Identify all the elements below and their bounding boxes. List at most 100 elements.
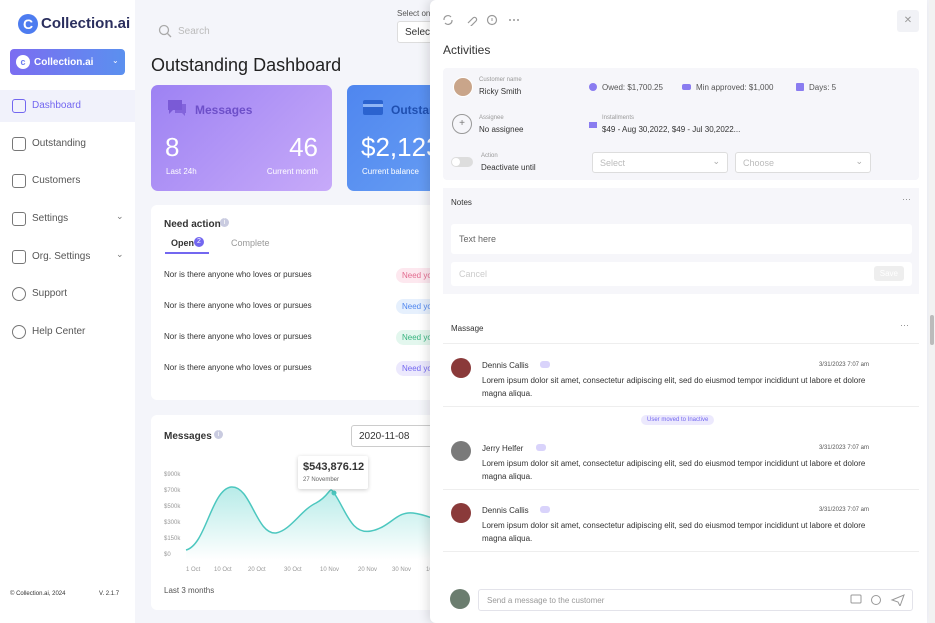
row-text: Nor is there anyone who loves or pursues [164, 301, 312, 310]
messages-chart-card: Messages i 2020-11-08 $543,876.12 27 Nov… [151, 415, 451, 610]
assignee: No assignee [479, 125, 524, 134]
nav-label: Settings [32, 213, 69, 224]
point [331, 490, 337, 496]
nav-item[interactable]: Settings ⌄ [0, 203, 135, 235]
nav-icon [12, 287, 26, 301]
select-value: Select [600, 158, 626, 168]
chat-icon [536, 444, 546, 451]
customer-section: Customer name Ricky Smith Owed: $1,700.2… [443, 68, 919, 180]
messages-icon [168, 100, 186, 116]
select[interactable]: Choose ⌄ [735, 152, 871, 173]
value-month: 46 [289, 132, 318, 162]
nav-icon [12, 250, 26, 264]
toggle[interactable] [451, 157, 473, 167]
section-title: Messages [164, 431, 212, 442]
x-tick-label: 10 Oct [214, 567, 232, 573]
info-icon: i [214, 430, 223, 439]
info-icon: i [220, 218, 229, 227]
avatar [450, 589, 470, 609]
x-tick-label: 30 Oct [284, 567, 302, 573]
workspace-button[interactable]: c Collection.ai ⌄ [10, 49, 125, 75]
chevron: ⌄ [116, 211, 124, 221]
nav-label: Help Center [32, 326, 86, 337]
nav-label: Org. Settings [32, 251, 91, 262]
card-icon [363, 100, 383, 115]
message-text: Lorem ipsum dolor sit amet, consectetur … [482, 521, 866, 543]
message-input[interactable]: Send a message to the customer [478, 589, 913, 611]
nav-item[interactable]: Support [0, 278, 135, 310]
notes-input[interactable]: Text here [451, 224, 912, 254]
tab-underline [165, 252, 209, 254]
balance-label: Current balance [362, 167, 419, 176]
days-icon [796, 83, 804, 91]
row-text: Nor is there anyone who loves or pursues [164, 363, 312, 372]
chevron: ⌄ [116, 249, 124, 259]
customer-name: Ricky Smith [479, 87, 522, 96]
toolbar-icons [443, 14, 519, 26]
notes-section: Notes ··· Text here Cancel Save [443, 188, 919, 294]
owed: Owed: $1,700.25 [602, 83, 663, 92]
search-input[interactable]: Search [178, 26, 210, 37]
nav-item[interactable]: Help Center [0, 316, 135, 348]
assignee-icon[interactable]: + [452, 114, 472, 134]
scroll-thumb [930, 315, 934, 345]
row-text: Nor is there anyone who loves or pursues [164, 270, 312, 279]
menu-icon[interactable]: ··· [900, 320, 909, 330]
section-title: Need action [164, 219, 221, 230]
nav-item[interactable]: Org. Settings ⌄ [0, 241, 135, 273]
divider [443, 343, 919, 344]
y-tick-label: $300k [164, 520, 181, 526]
nav-item[interactable]: Customers [0, 165, 135, 197]
message-text: Lorem ipsum dolor sit amet, consectetur … [482, 376, 866, 398]
y-tick-label: $700k [164, 488, 181, 494]
toggle-knob [452, 158, 460, 166]
min-approved: Min approved: $1,000 [696, 83, 774, 92]
x-tick-label: 20 Nov [358, 567, 378, 573]
y-tick-label: $500k [164, 504, 181, 510]
tab-open[interactable]: Open [171, 238, 195, 248]
status-badge: User moved to Inactive [641, 415, 715, 425]
search-icon [158, 24, 172, 38]
logo-icon: C [18, 14, 38, 34]
days: Days: 5 [809, 83, 837, 92]
label-month: Current month [266, 167, 318, 176]
page-title: Outstanding Dashboard [151, 55, 342, 75]
select[interactable]: Select ⌄ [592, 152, 728, 173]
sender-name: Dennis Callis [482, 361, 529, 370]
sidebar: C Collection.ai c Collection.ai ⌄ © Coll… [0, 0, 135, 623]
close-button[interactable]: ✕ [897, 10, 919, 32]
select-label: Select on [397, 9, 431, 18]
nav-item[interactable]: Dashboard [0, 90, 135, 122]
nav-label: Outstanding [32, 138, 86, 149]
x-tick-label: 20 Oct [248, 567, 266, 573]
section-title: Massage [451, 324, 484, 333]
nav-icon [12, 174, 26, 188]
cancel-button[interactable]: Cancel [459, 269, 488, 279]
min-icon [682, 84, 691, 90]
nav-icon [12, 99, 26, 113]
placeholder: Send a message to the customer [487, 596, 605, 605]
nav-item[interactable]: Outstanding [0, 128, 135, 160]
line [185, 486, 451, 551]
avatar [453, 77, 473, 97]
menu-icon[interactable]: ··· [902, 194, 911, 204]
version: V. 2.1.7 [99, 591, 120, 597]
section-title: Notes [451, 198, 472, 207]
message-text: Lorem ipsum dolor sit amet, consectetur … [482, 459, 866, 481]
divider [443, 406, 919, 407]
chat-icon [540, 361, 550, 368]
value-24h: 8 [165, 132, 180, 162]
balance-value: $2,123 [361, 132, 441, 162]
tab-count: 2 [194, 237, 204, 247]
tab-complete[interactable]: Complete [231, 238, 270, 248]
chevron: ⌄ [112, 56, 119, 65]
label: Assignee [479, 115, 504, 121]
date-value: 2020-11-08 [359, 431, 410, 442]
save-button[interactable]: Save [873, 266, 904, 281]
timestamp: 3/31/2023 7:07 am [818, 445, 869, 451]
chevron: ⌄ [855, 156, 863, 166]
need-action-card: Need action i Open 2 Complete Nor is the… [151, 205, 451, 400]
placeholder: Text here [459, 234, 497, 244]
brand: Collection.ai [41, 15, 131, 32]
